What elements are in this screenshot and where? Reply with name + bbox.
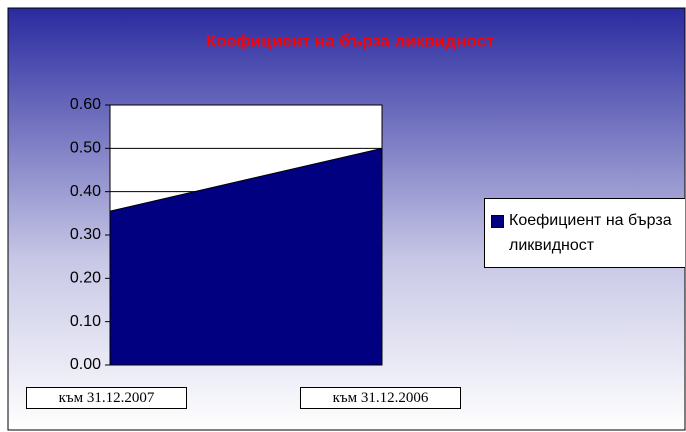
legend-label: Коефициент на бърза ликвидност — [509, 212, 672, 254]
legend: Коефициент на бърза ликвидност — [484, 198, 685, 268]
y-tick-label: 0.60 — [70, 96, 101, 113]
y-tick-label: 0.40 — [70, 183, 101, 200]
y-tick-label: 0.10 — [70, 313, 101, 330]
y-tick-label: 0.00 — [70, 356, 101, 373]
y-tick-label: 0.20 — [70, 270, 101, 287]
chart-title: Коефициент на бърза ликвидност — [206, 31, 495, 50]
x-tick-label: към 31.12.2006 — [300, 387, 461, 409]
legend-swatch — [491, 215, 504, 228]
y-tick-label: 0.30 — [70, 226, 101, 243]
plot-border — [109, 104, 383, 366]
x-tick-label: към 31.12.2007 — [26, 387, 187, 409]
y-tick-label: 0.50 — [70, 140, 101, 157]
